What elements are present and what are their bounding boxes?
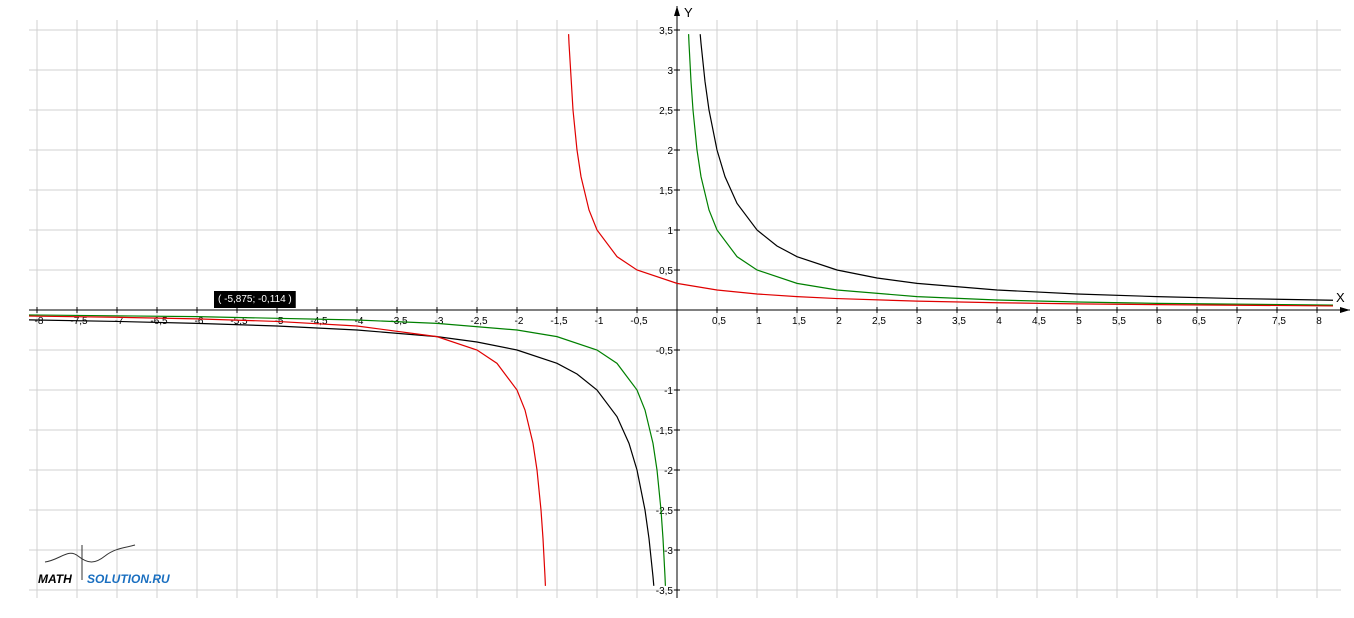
x-tick-label: -2	[515, 316, 524, 327]
curve	[28, 34, 1334, 586]
x-tick-label: 4,5	[1032, 316, 1046, 327]
x-tick-label: 1,5	[792, 316, 806, 327]
y-tick-label: -2,5	[656, 506, 674, 517]
x-tick-label: 6	[1156, 316, 1162, 327]
y-tick-label: -1	[664, 386, 673, 397]
x-tick-label: 5,5	[1112, 316, 1126, 327]
y-axis-label: Y	[684, 5, 693, 20]
x-tick-label: -3	[435, 316, 444, 327]
x-tick-label: -1	[595, 316, 604, 327]
curve	[28, 34, 1334, 586]
x-tick-label: 7	[1236, 316, 1242, 327]
y-tick-label: 3,5	[659, 26, 673, 37]
x-tick-label: -4	[355, 316, 364, 327]
x-tick-label: -4,5	[310, 316, 328, 327]
x-tick-label: 7,5	[1272, 316, 1286, 327]
y-tick-label: -0,5	[656, 346, 674, 357]
x-axis-label: X	[1336, 290, 1345, 305]
y-tick-label: 2	[667, 146, 673, 157]
y-tick-label: 0,5	[659, 266, 673, 277]
logo-curve	[44, 544, 136, 563]
x-tick-label: -2,5	[470, 316, 488, 327]
x-tick-label: 5	[1076, 316, 1082, 327]
y-tick-label: 1	[667, 226, 673, 237]
tooltip-bg	[214, 291, 296, 308]
y-tick-label: -2	[664, 466, 673, 477]
x-tick-label: -8	[35, 316, 44, 327]
y-tick-label: 1,5	[659, 186, 673, 197]
x-tick-label: 3	[916, 316, 922, 327]
x-tick-label: 1	[756, 316, 762, 327]
y-tick-label: -1,5	[656, 426, 674, 437]
x-tick-label: 8	[1316, 316, 1322, 327]
y-arrow	[674, 6, 680, 16]
tooltip-text: ( -5,875; -0,114 )	[218, 294, 292, 305]
x-tick-label: 3,5	[952, 316, 966, 327]
curve	[28, 34, 1334, 586]
tooltip: ( -5,875; -0,114 )	[214, 291, 296, 308]
x-tick-label: 0,5	[712, 316, 726, 327]
x-tick-label: -5,5	[230, 316, 248, 327]
x-arrow	[1340, 307, 1350, 313]
x-tick-label: -6	[195, 316, 204, 327]
x-tick-label: 4	[996, 316, 1002, 327]
x-tick-label: -7,5	[70, 316, 88, 327]
x-tick-label: 6,5	[1192, 316, 1206, 327]
logo-right: SOLUTION.RU	[87, 572, 170, 586]
y-tick-label: 3	[667, 66, 673, 77]
x-tick-label: 2,5	[872, 316, 886, 327]
y-tick-label: -3	[664, 546, 673, 557]
logo: MATH SOLUTION.RU	[38, 544, 170, 586]
x-tick-label: 2	[836, 316, 842, 327]
x-tick-label: -6,5	[150, 316, 168, 327]
x-tick-label: -0,5	[630, 316, 648, 327]
logo-left: MATH	[38, 572, 72, 586]
y-tick-label: 2,5	[659, 106, 673, 117]
x-tick-label: -1,5	[550, 316, 568, 327]
y-tick-label: -3,5	[656, 586, 674, 597]
